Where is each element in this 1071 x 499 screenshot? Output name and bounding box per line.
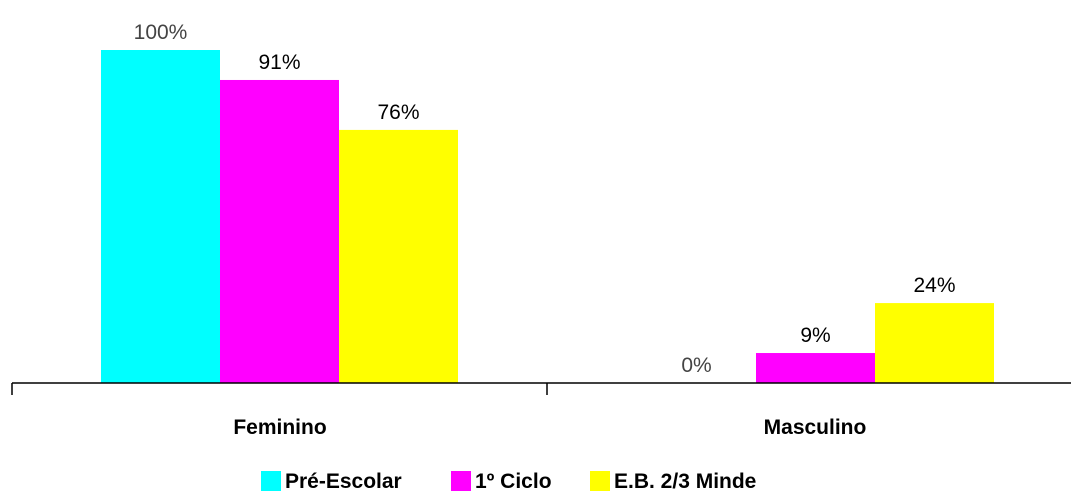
data-label-1-ciclo-feminino: 91% <box>258 51 300 74</box>
bar-e-b-2-3-minde-masculino <box>875 303 994 383</box>
legend-swatch-1-ciclo <box>451 471 471 491</box>
category-labels-group: Feminino Masculino <box>233 416 866 439</box>
data-label-pr-escolar-masculino: 0% <box>681 354 711 377</box>
legend: Pré-Escolar 1º Ciclo E.B. 2/3 Minde <box>261 470 756 493</box>
data-label-1-ciclo-masculino: 9% <box>800 324 830 347</box>
legend-swatch-e-b-2-3-minde <box>590 471 610 491</box>
legend-label-pr-escolar: Pré-Escolar <box>285 470 402 493</box>
bar-1-ciclo-feminino <box>220 79 339 383</box>
bar-pr-escolar-feminino <box>101 50 220 383</box>
data-labels-group: 100% 91% 76% 0% 9% 24% <box>134 21 956 377</box>
bar-1-ciclo-masculino <box>756 353 875 383</box>
data-label-pr-escolar-feminino: 100% <box>134 21 188 44</box>
x-axis <box>11 382 1071 395</box>
bars-group <box>101 50 994 383</box>
category-label-feminino: Feminino <box>233 416 326 439</box>
category-label-masculino: Masculino <box>764 416 867 439</box>
data-label-e-b-2-3-minde-feminino: 76% <box>377 101 419 124</box>
data-label-e-b-2-3-minde-masculino: 24% <box>913 274 955 297</box>
legend-label-e-b-2-3-minde: E.B. 2/3 Minde <box>614 470 756 493</box>
legend-swatch-pr-escolar <box>261 471 281 491</box>
bar-e-b-2-3-minde-feminino <box>339 129 458 383</box>
legend-label-1-ciclo: 1º Ciclo <box>475 470 552 493</box>
